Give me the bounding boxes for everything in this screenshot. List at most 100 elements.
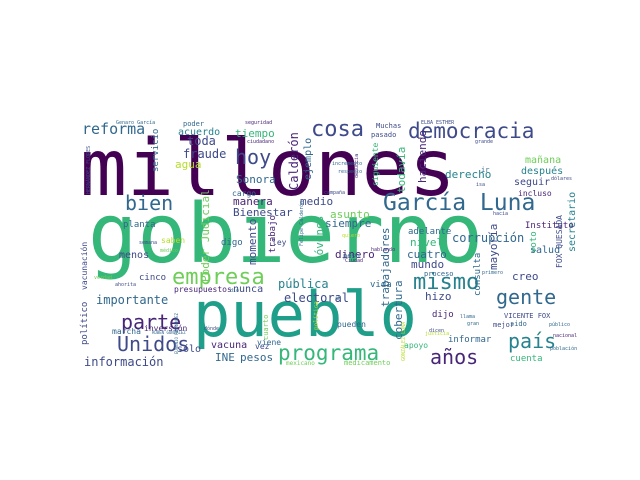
word-toda: toda — [187, 134, 216, 148]
word-medicamento: medicamento — [344, 359, 390, 367]
word-incluso: incluso — [518, 189, 552, 198]
word-menos: menos — [119, 250, 149, 261]
word-dijo: dijo — [432, 310, 454, 320]
word-mejor: mejor — [493, 321, 514, 329]
word-momento: momento — [246, 219, 259, 265]
word-presupuestos: presupuestos — [174, 285, 232, 294]
word-proceso: proceso — [424, 270, 454, 278]
word-cargo: cargo — [232, 189, 256, 198]
word-parte: parte — [121, 310, 181, 334]
word-donde: dónde — [204, 325, 219, 332]
word-elba-esther: ELBA ESTHER — [421, 120, 455, 126]
word-mismo: mismo — [413, 270, 479, 295]
word-apoyo: apoyo — [404, 341, 428, 350]
word-unidos: Unidos — [117, 332, 189, 356]
word-llama: llama — [460, 314, 475, 320]
word-todavia: todavía — [395, 147, 408, 193]
word-hablando: hablando — [371, 247, 395, 253]
word-seguir: seguir — [514, 177, 550, 188]
word-poder: poder — [183, 120, 204, 128]
word-haciendo: haciendo — [416, 130, 429, 183]
word-digo: digo — [221, 238, 243, 248]
word-ir: ir — [481, 166, 489, 174]
word-trabajo: trabajo — [268, 215, 278, 253]
word-cinco: cinco — [139, 273, 166, 283]
word-gran: gran — [467, 321, 479, 327]
word-programa: programa — [278, 341, 379, 365]
word-asunto: asunto — [330, 208, 370, 221]
word-semana: semana — [139, 240, 157, 246]
word-informacion: información — [84, 355, 163, 369]
word-vacuna: vacuna — [211, 340, 247, 351]
word-voto: voto — [529, 231, 539, 253]
word-vacunacion: vacunación — [79, 242, 89, 290]
word-sido: sido — [510, 320, 527, 328]
word-vida: vida — [370, 280, 392, 290]
word-jovenes: jóvenes — [313, 216, 326, 262]
word-acuerdo: acuerdo — [178, 127, 220, 138]
word-informar: informar — [448, 335, 492, 345]
word-derecho: derecho — [445, 168, 491, 181]
word-verdad: verdad — [94, 275, 112, 281]
word-pesos: pesos — [240, 351, 273, 364]
word-dolares: dólares — [551, 175, 572, 182]
word-cuatro: cuatro — [407, 248, 447, 261]
word-mexicano: mexicano — [286, 360, 315, 367]
word-medio: medio — [300, 195, 333, 208]
word-siguiente: siguiente — [371, 142, 380, 186]
word-electoral: electoral — [284, 291, 349, 305]
word-ejemplo: ejemplo — [303, 138, 314, 180]
word-dinero: dinero — [335, 248, 375, 261]
word-viene: viene — [257, 338, 281, 347]
word-adelante: adelante — [408, 227, 451, 237]
word-garcia-luna: García Luna — [383, 190, 535, 216]
word-gobierno: gobierno — [88, 187, 483, 282]
word-consulta: consulta — [473, 253, 483, 296]
word-manera: manera — [233, 195, 273, 208]
word-genaro-garcia: Genaro García — [116, 119, 155, 126]
word-dicen: dicen — [429, 328, 444, 334]
word-hizo: hizo — [425, 290, 452, 303]
word-campana: campaña — [324, 190, 345, 196]
word-cuarto: cuarto — [262, 315, 270, 340]
word-eugenio-hernandez: EUGENIO HERNÁNDEZ — [174, 312, 179, 354]
word-hacia: hacia — [493, 211, 508, 217]
word-gonzalez-luna: GONZÁLEZ LUNA — [400, 322, 407, 361]
word-despues: después — [521, 165, 563, 177]
word-publico: público — [549, 321, 570, 328]
word-cosa: cosa — [311, 117, 364, 142]
word-nacional: nacional — [553, 333, 577, 339]
word-democracia: democracia — [408, 119, 534, 143]
word-creo: creo — [512, 270, 539, 283]
word-ciudad: Ciudad — [345, 258, 363, 264]
word-marcha: marcha — [112, 327, 141, 336]
word-reforma: reforma — [82, 120, 145, 138]
word-respecto: respecto — [338, 169, 362, 175]
word-cuenta: cuenta — [510, 354, 543, 364]
word-primero: primero — [482, 270, 503, 276]
word-salud: salud — [530, 245, 560, 256]
word-anos: años — [430, 345, 478, 369]
word-empresa: empresa — [172, 265, 265, 290]
word-politico: político — [80, 302, 90, 345]
word-siempre: siempre — [325, 217, 371, 230]
word-calderon: Calderón — [287, 132, 301, 190]
word-instituto: Instituto — [525, 221, 574, 231]
word-hoy: hoy — [235, 145, 271, 169]
word-felipe-calderon: Felipe Calderón — [298, 201, 305, 246]
word-agua: agua — [175, 158, 202, 171]
word-poder-judicial: Poder Judicial — [199, 189, 212, 282]
word-saben: saben — [161, 236, 185, 245]
word-fraude: fraude — [183, 147, 226, 161]
word-tiempo: tiempo — [235, 127, 275, 140]
word-pais: país — [508, 329, 556, 353]
word-justicia: justicia — [425, 331, 449, 337]
word-bienestar: Bienestar — [233, 206, 293, 219]
word-corrupcion: corrupción — [452, 231, 524, 245]
word-ley: ley — [272, 238, 287, 247]
word-dio: dio — [230, 288, 239, 294]
word-muchas: Muchas — [376, 122, 401, 130]
word-medico: médico — [160, 247, 178, 254]
